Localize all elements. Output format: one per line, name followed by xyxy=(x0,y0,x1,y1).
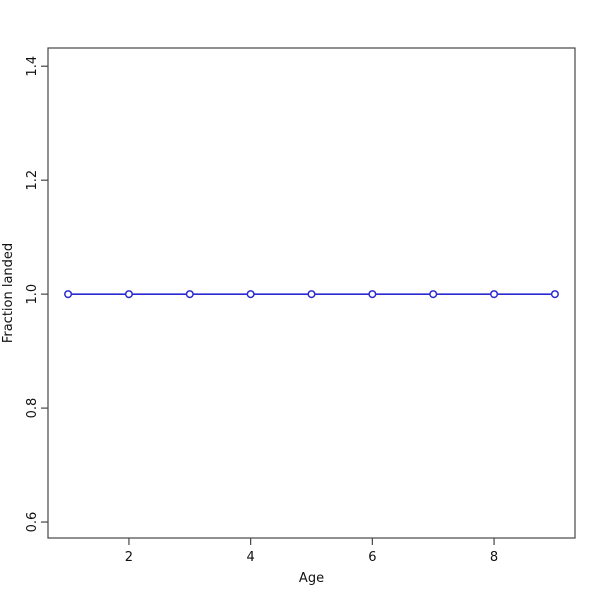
x-tick-label: 8 xyxy=(490,550,498,565)
data-point xyxy=(307,290,316,299)
x-axis-title: Age xyxy=(299,571,324,586)
y-axis-title: Fraction landed xyxy=(1,243,16,343)
data-point xyxy=(124,290,133,299)
data-point xyxy=(64,290,73,299)
y-tick-label: 1.0 xyxy=(25,284,40,305)
plot-border xyxy=(47,47,576,539)
data-point xyxy=(185,290,194,299)
data-point xyxy=(246,290,255,299)
data-point xyxy=(368,290,377,299)
data-point xyxy=(429,290,438,299)
y-tick-label: 1.4 xyxy=(25,56,40,77)
y-axis-ticks: 0.6 0.8 1.0 1.2 1.4 xyxy=(25,56,48,533)
x-tick-label: 6 xyxy=(368,550,376,565)
x-tick-label: 2 xyxy=(125,550,133,565)
data-point xyxy=(550,290,559,299)
x-tick-label: 4 xyxy=(247,550,255,565)
y-tick-label: 1.2 xyxy=(25,170,40,191)
data-point xyxy=(490,290,499,299)
y-tick-label: 0.8 xyxy=(25,398,40,419)
y-tick-label: 0.6 xyxy=(25,512,40,533)
x-axis-ticks: 2 4 6 8 xyxy=(125,538,498,565)
data-series xyxy=(64,290,559,299)
